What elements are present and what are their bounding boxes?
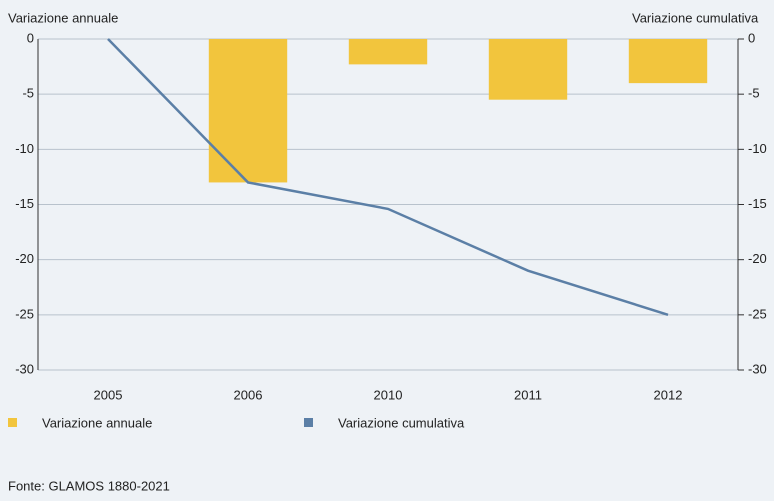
bar (489, 39, 567, 100)
line (108, 39, 668, 315)
bar (349, 39, 427, 64)
y-tick-label: -5 (22, 86, 34, 101)
y2-tick-label: -20 (748, 251, 767, 266)
legend-label: Variazione annuale (42, 415, 152, 430)
source: Fonte: GLAMOS 1880-2021 (8, 478, 170, 493)
y-tick-label: 0 (27, 30, 34, 45)
legend-label: Variazione cumulativa (338, 415, 465, 430)
bar (209, 39, 287, 182)
y2-tick-label: -25 (748, 306, 767, 321)
x-tick-label: 2010 (374, 387, 403, 402)
legend-swatch (304, 418, 313, 427)
page: {"chart_data": {"type": "bar-line", "y_a… (0, 0, 774, 496)
y2-tick-label: -15 (748, 196, 767, 211)
y-axis-title: Variazione annuale (8, 10, 118, 25)
y2-tick-label: -30 (748, 361, 767, 376)
y-tick-label: -15 (15, 196, 34, 211)
y2-axis-title: Variazione cumulativa (632, 10, 759, 25)
y-tick-label: -25 (15, 306, 34, 321)
y-tick-label: -10 (15, 141, 34, 156)
y2-tick-label: -5 (748, 86, 760, 101)
x-tick-label: 2005 (94, 387, 123, 402)
x-tick-label: 2006 (234, 387, 263, 402)
chart: Variazione annuale Variazione cumulativa… (0, 0, 774, 496)
y-tick-label: -30 (15, 361, 34, 376)
legend-swatch (8, 418, 17, 427)
y2-tick-label: 0 (748, 30, 755, 45)
y-tick-label: -20 (15, 251, 34, 266)
bar (629, 39, 707, 83)
y2-tick-label: -10 (748, 141, 767, 156)
x-tick-label: 2011 (514, 387, 542, 402)
x-tick-label: 2012 (654, 387, 683, 402)
